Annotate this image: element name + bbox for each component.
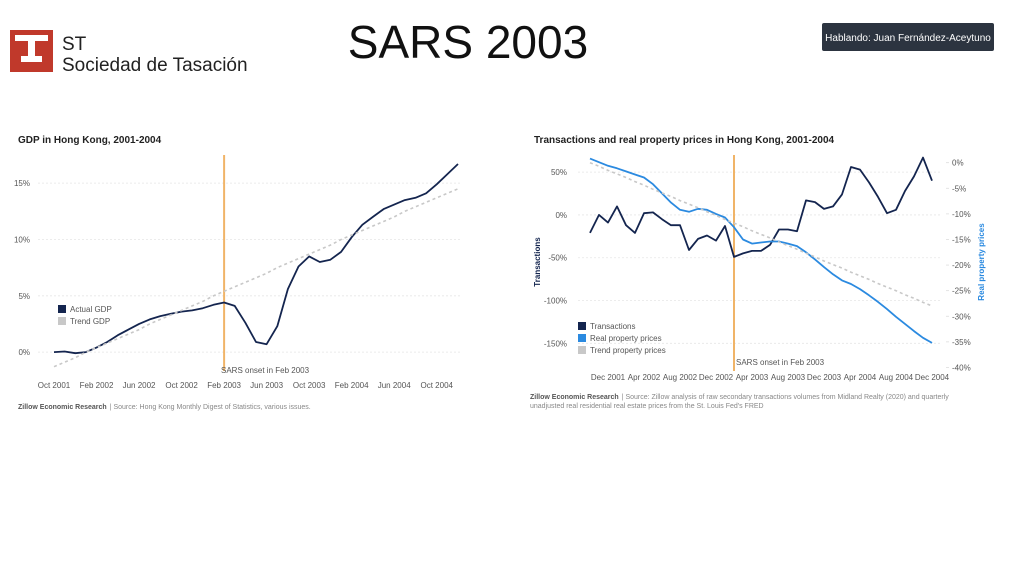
x-tick-label: Feb 2004 <box>335 381 369 390</box>
source-text: unadjusted real residential real estate … <box>530 403 764 410</box>
y-tick-label: 15% <box>14 179 30 188</box>
source-text: | Source: Zillow analysis of raw seconda… <box>622 394 950 401</box>
annotation-label: SARS onset in Feb 2003 <box>221 366 310 375</box>
y-tick-label: 0% <box>18 348 30 357</box>
y-tick-label: 50% <box>551 168 567 177</box>
y2-tick-label: -40% <box>952 363 971 372</box>
legend-label: Real property prices <box>590 334 662 343</box>
x-tick-label: Oct 2004 <box>421 381 454 390</box>
legend-swatch <box>58 317 66 325</box>
speaker-badge <box>822 23 994 51</box>
x-tick-label: Dec 2004 <box>915 373 950 382</box>
source-text: | Source: Hong Kong Monthly Digest of St… <box>110 404 311 411</box>
slide-title: SARS 2003 <box>348 16 588 68</box>
legend-label: Transactions <box>590 322 636 331</box>
legend-swatch <box>578 346 586 354</box>
y-tick-label: -150% <box>544 339 567 348</box>
y2-tick-label: 0% <box>952 159 964 168</box>
x-tick-label: Oct 2001 <box>38 381 71 390</box>
x-tick-label: Oct 2002 <box>165 381 198 390</box>
y-tick-label: -50% <box>548 254 567 263</box>
chart: Transactions and real property prices in… <box>530 135 986 410</box>
source-note: Zillow Economic Research | Source: Hong K… <box>18 404 311 411</box>
y2-tick-label: -10% <box>952 210 971 219</box>
legend-swatch <box>58 305 66 313</box>
y-tick-label: 5% <box>18 292 30 301</box>
y2-tick-label: -25% <box>952 287 971 296</box>
y2-tick-label: -30% <box>952 312 971 321</box>
x-tick-label: Dec 2003 <box>807 373 842 382</box>
speaker-label: Hablando: Juan Fernández-Aceytuno <box>825 33 991 44</box>
series-line <box>53 163 459 355</box>
legend-label: Trend GDP <box>70 317 110 326</box>
x-tick-label: Apr 2002 <box>628 373 661 382</box>
x-tick-label: Apr 2004 <box>844 373 877 382</box>
x-tick-label: Jun 2004 <box>378 381 411 390</box>
series-line <box>589 161 933 307</box>
annotation-label: SARS onset in Feb 2003 <box>736 358 825 367</box>
chart-title: Transactions and real property prices in… <box>534 135 835 146</box>
series-line <box>589 156 933 258</box>
x-tick-label: Dec 2002 <box>699 373 734 382</box>
y2-tick-label: -20% <box>952 261 971 270</box>
x-tick-label: Jun 2002 <box>123 381 156 390</box>
y2-axis-title: Real property prices <box>977 223 986 301</box>
y-tick-label: 10% <box>14 235 30 244</box>
source-org: Zillow Economic Research <box>18 404 107 411</box>
legend-swatch <box>578 334 586 342</box>
y2-tick-label: -35% <box>952 338 971 347</box>
x-tick-label: Feb 2003 <box>207 381 241 390</box>
x-tick-label: Aug 2002 <box>663 373 698 382</box>
legend-label: Trend property prices <box>590 346 666 355</box>
x-tick-label: Dec 2001 <box>591 373 626 382</box>
y-tick-label: 0% <box>555 211 567 220</box>
logo-glyph <box>15 35 48 62</box>
x-tick-label: Aug 2004 <box>879 373 914 382</box>
series-line <box>589 157 933 344</box>
logo-mark: ST <box>62 34 87 55</box>
logo-name: Sociedad de Tasación <box>62 55 248 76</box>
y2-tick-label: -15% <box>952 235 971 244</box>
x-tick-label: Apr 2003 <box>736 373 769 382</box>
x-tick-label: Aug 2003 <box>771 373 806 382</box>
y-tick-label: -100% <box>544 297 567 306</box>
legend-swatch <box>578 322 586 330</box>
chart-title: GDP in Hong Kong, 2001-2004 <box>18 135 162 146</box>
x-tick-label: Feb 2002 <box>80 381 114 390</box>
source-note: Zillow Economic Research | Source: Zillow… <box>530 394 949 410</box>
x-tick-label: Oct 2003 <box>293 381 326 390</box>
source-org: Zillow Economic Research <box>530 394 619 401</box>
x-tick-label: Jun 2003 <box>250 381 283 390</box>
legend-label: Actual GDP <box>70 305 112 314</box>
chart: GDP in Hong Kong, 2001-2004 0% 5% 10% 15% Oct… <box>14 135 462 411</box>
y2-tick-label: -5% <box>952 184 966 193</box>
series-line <box>53 188 459 368</box>
y-axis-title: Transactions <box>533 237 542 287</box>
logo: ST Sociedad de Tasación <box>10 30 248 76</box>
